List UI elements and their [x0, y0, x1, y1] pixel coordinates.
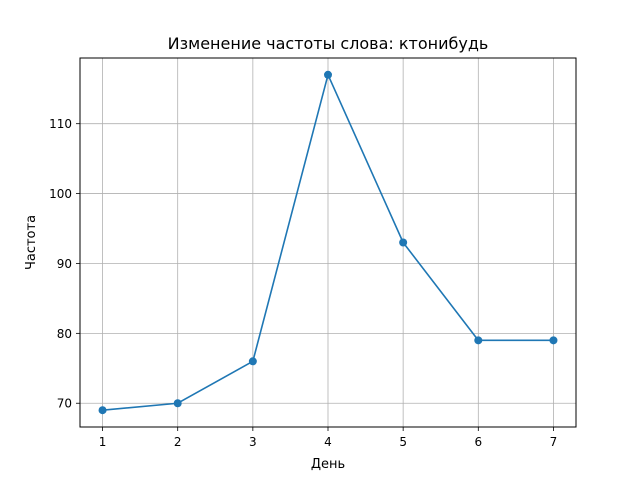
x-tick-label: 1 — [99, 435, 107, 449]
y-tick-label: 100 — [49, 187, 72, 201]
chart-title: Изменение частоты слова: ктонибудь — [168, 34, 489, 53]
data-point — [474, 336, 483, 345]
y-tick-label: 80 — [57, 327, 72, 341]
x-axis-label: День — [311, 457, 345, 472]
axis-ticks: 1 2 3 4 5 6 7 70 80 90 100 110 — [49, 117, 557, 449]
series-layer — [98, 70, 558, 415]
data-point — [549, 336, 558, 345]
data-point — [399, 238, 408, 247]
data-point — [248, 357, 257, 366]
y-tick-label: 90 — [57, 257, 72, 271]
x-tick-label: 7 — [550, 435, 558, 449]
x-tick-label: 5 — [399, 435, 407, 449]
x-tick-label: 3 — [249, 435, 257, 449]
x-tick-label: 6 — [474, 435, 482, 449]
x-tick-label: 2 — [174, 435, 182, 449]
data-point — [98, 406, 107, 415]
data-point — [324, 70, 332, 79]
y-tick-label: 110 — [49, 117, 72, 131]
x-tick-label: 4 — [324, 435, 332, 449]
data-point — [173, 399, 182, 408]
y-tick-label: 70 — [57, 397, 72, 411]
y-axis-label: Частота — [24, 215, 39, 270]
